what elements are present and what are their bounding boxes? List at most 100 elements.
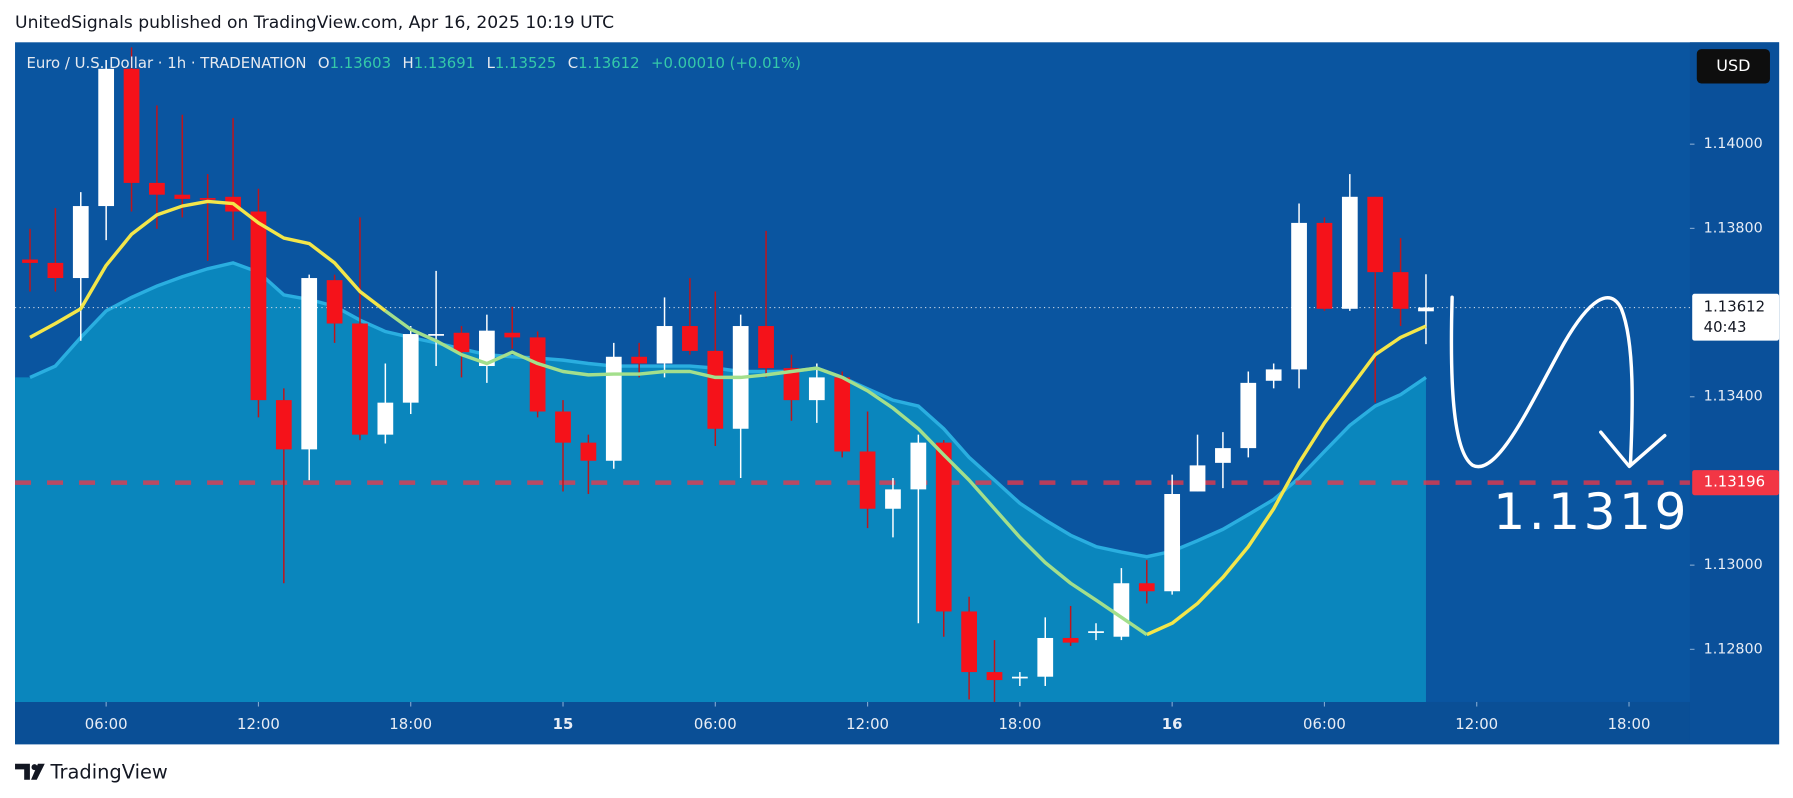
candle-body	[1392, 272, 1409, 309]
candle-body	[580, 442, 597, 461]
x-tick-label: 06:00	[1303, 715, 1346, 733]
candle-body	[1189, 465, 1206, 492]
candle-body	[22, 259, 38, 263]
overlay: 1.1319	[1449, 295, 1690, 541]
level-box	[1692, 470, 1780, 496]
x-tick-label: 18:00	[389, 715, 432, 733]
annotation-text: 1.1319	[1493, 482, 1690, 541]
candle-body	[1291, 222, 1307, 370]
arrow-head	[1599, 430, 1667, 469]
candle-body	[250, 211, 267, 401]
candle-body	[72, 206, 89, 279]
candle-body	[47, 262, 64, 279]
ma-line	[384, 309, 1148, 637]
candle-body	[275, 400, 292, 450]
candle-body	[1341, 196, 1358, 309]
plot	[15, 47, 1690, 702]
high-value: 1.13691	[414, 54, 475, 72]
currency-label[interactable]: USD	[1716, 56, 1750, 75]
candle-body	[1367, 196, 1384, 273]
candle-body	[631, 356, 648, 364]
candle-body	[1138, 583, 1155, 592]
candle-body	[1240, 382, 1257, 449]
footer-logo	[15, 763, 45, 780]
x-tick-label: 18:00	[1608, 715, 1651, 733]
candle-body	[834, 377, 851, 452]
x-tick-label: 06:00	[694, 715, 737, 733]
ohlc-label: H	[403, 54, 414, 72]
candle-body	[1037, 637, 1054, 677]
x-tick-label: 12:00	[237, 715, 280, 733]
last-price-label: 1.13612	[1704, 298, 1765, 316]
candle-body	[377, 402, 394, 435]
ohlc-label: L	[487, 54, 496, 72]
x-tick-label: 12:00	[1455, 715, 1498, 733]
countdown: 40:43	[1704, 318, 1747, 336]
logo-mark	[15, 763, 30, 780]
footer-brand: TradingView	[49, 760, 167, 783]
legend: Euro / U.S. Dollar · 1h · TRADENATION O1.…	[26, 54, 800, 72]
time-axis-background	[15, 701, 1690, 745]
candle-body	[98, 68, 115, 207]
ma-line	[29, 199, 1427, 637]
x-tick-label: 16	[1162, 715, 1183, 733]
candle-body	[1113, 583, 1130, 637]
candle-body	[808, 377, 825, 401]
level-label: 1.13196	[1704, 473, 1765, 491]
x-tick-label: 06:00	[85, 715, 128, 733]
logo-slash	[31, 763, 45, 780]
candle-body	[682, 326, 698, 351]
candle-body	[1164, 494, 1181, 592]
symbol: Euro / U.S. Dollar · 1h · TRADENATION	[26, 54, 306, 72]
candle-body	[1265, 369, 1282, 381]
ohlc-label: C	[568, 54, 578, 72]
candle-body	[149, 182, 165, 195]
candle-body	[1316, 222, 1333, 309]
x-tick-label: 12:00	[846, 715, 889, 733]
candle-body	[656, 326, 673, 364]
x-tick-label: 15	[553, 715, 574, 733]
candle-body	[1215, 448, 1231, 463]
last-price-box	[1692, 293, 1780, 341]
candle-body	[174, 194, 191, 199]
publish-header: UnitedSignals published on TradingView.c…	[15, 13, 614, 33]
y-tick-label: 1.13000	[1704, 557, 1763, 573]
candle-body	[783, 368, 800, 401]
candle-body	[402, 334, 419, 403]
change: +0.00010 (+0.01%)	[651, 54, 801, 72]
y-tick-label: 1.12800	[1704, 641, 1763, 657]
candle-body	[910, 442, 927, 490]
candle-body	[123, 68, 140, 183]
candle-body	[986, 672, 1003, 681]
candle-body	[758, 326, 774, 369]
candle-body	[555, 411, 571, 443]
currency-button[interactable]	[1696, 49, 1770, 84]
candle-body	[859, 451, 876, 509]
candle-body	[453, 332, 470, 353]
candle-body	[479, 330, 495, 367]
price-axis-background	[1689, 42, 1780, 745]
candle-body	[1062, 637, 1079, 643]
y-tick-label: 1.13400	[1704, 389, 1763, 405]
candle-body	[529, 337, 546, 412]
candle-body	[707, 350, 724, 429]
candle-body	[935, 442, 952, 612]
candle-body	[352, 323, 368, 435]
candle-body	[605, 356, 622, 461]
candle-body	[428, 334, 444, 336]
candle-body	[326, 280, 343, 324]
y-tick-label: 1.14000	[1704, 136, 1763, 152]
candle-body	[885, 489, 901, 509]
y-tick-label: 1.13800	[1704, 220, 1763, 236]
open-value: 1.13603	[330, 54, 391, 72]
candle-body	[1088, 631, 1104, 633]
hand-drawn-path	[1449, 295, 1634, 469]
low-value: 1.13525	[495, 54, 556, 72]
x-tick-label: 18:00	[998, 715, 1041, 733]
candle-body	[1418, 307, 1434, 312]
candle-body	[1012, 676, 1028, 679]
close-value: 1.13612	[578, 54, 639, 72]
candle-body	[199, 198, 216, 200]
candle-body	[301, 278, 318, 450]
